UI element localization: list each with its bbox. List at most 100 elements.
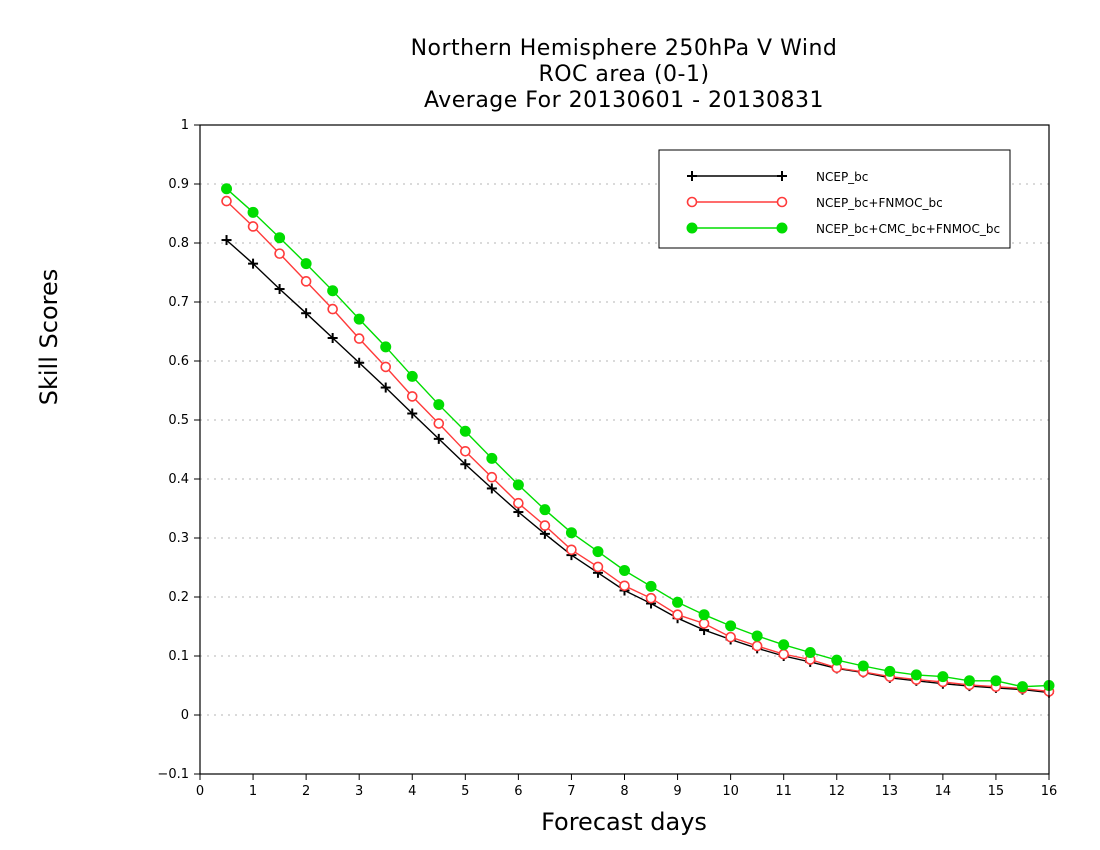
x-tick-label: 14 xyxy=(935,784,952,799)
data-point xyxy=(672,596,684,608)
data-point xyxy=(221,235,232,246)
y-tick-label: 0.8 xyxy=(168,236,189,251)
series-2 xyxy=(221,195,1055,697)
legend-entry: NCEP_bc+FNMOC_bc xyxy=(686,196,943,210)
data-point xyxy=(248,258,259,269)
data-point xyxy=(354,357,365,368)
data-point xyxy=(778,639,790,651)
data-point xyxy=(274,284,285,295)
series-3 xyxy=(221,183,1055,693)
data-point xyxy=(513,507,524,518)
data-point xyxy=(687,171,697,181)
data-point xyxy=(1016,681,1028,693)
data-point xyxy=(221,195,232,207)
data-point xyxy=(433,418,445,429)
data-point xyxy=(592,561,604,573)
data-point xyxy=(698,609,710,621)
data-point xyxy=(274,232,286,244)
x-tick-label: 15 xyxy=(988,784,1005,799)
data-point xyxy=(619,580,630,592)
x-tick-label: 13 xyxy=(882,784,899,799)
y-tick-label: 0.6 xyxy=(168,354,189,369)
data-point xyxy=(300,258,312,270)
data-point xyxy=(433,399,445,411)
data-point xyxy=(831,654,843,666)
data-point xyxy=(776,196,788,208)
data-point xyxy=(300,276,312,287)
data-point xyxy=(910,669,922,681)
data-point xyxy=(486,471,498,483)
legend-entry: NCEP_bc+CMC_bc+FNMOC_bc xyxy=(686,222,1000,236)
x-tick-label: 0 xyxy=(196,784,204,799)
data-point xyxy=(963,675,975,687)
data-point xyxy=(353,333,365,344)
data-point xyxy=(513,497,524,509)
data-point xyxy=(380,382,391,393)
x-tick-label: 4 xyxy=(408,784,416,799)
x-tick-label: 11 xyxy=(775,784,792,799)
data-point xyxy=(221,183,233,195)
data-point xyxy=(406,391,418,402)
legend-label: NCEP_bc+FNMOC_bc xyxy=(816,196,943,210)
data-point xyxy=(778,648,789,660)
data-point xyxy=(857,660,869,672)
data-point xyxy=(592,546,604,558)
x-tick-label: 1 xyxy=(249,784,257,799)
data-point xyxy=(247,221,259,232)
chart-title-line-1: Northern Hemisphere 250hPa V Wind xyxy=(410,36,838,61)
data-point xyxy=(725,631,736,643)
x-tick-label: 8 xyxy=(620,784,628,799)
data-point xyxy=(486,483,497,494)
legend-label: NCEP_bc xyxy=(816,170,868,184)
data-point xyxy=(433,433,444,444)
x-tick-label: 9 xyxy=(673,784,681,799)
data-point xyxy=(327,303,338,315)
data-point xyxy=(380,341,392,353)
data-point xyxy=(698,618,710,629)
x-axis-title: Forecast days xyxy=(541,808,707,836)
y-axis-title: Skill Scores xyxy=(35,268,63,406)
x-tick-label: 3 xyxy=(355,784,363,799)
data-point xyxy=(751,640,763,652)
data-point xyxy=(486,452,498,464)
legend-entry: NCEP_bc xyxy=(687,170,868,184)
data-point xyxy=(645,580,657,592)
data-point xyxy=(804,646,816,658)
y-tick-label: 0.3 xyxy=(168,531,189,546)
data-point xyxy=(247,206,259,218)
data-point xyxy=(539,504,551,516)
data-point xyxy=(407,408,418,419)
x-tick-label: 6 xyxy=(514,784,522,799)
data-point xyxy=(565,527,577,539)
y-tick-label: 0.9 xyxy=(168,177,189,192)
x-tick-label: 16 xyxy=(1041,784,1058,799)
series-line xyxy=(226,200,1050,693)
data-point xyxy=(380,361,392,373)
legend-box xyxy=(658,149,1011,249)
data-point xyxy=(274,248,285,259)
y-tick-label: 1 xyxy=(181,118,189,133)
data-point xyxy=(686,196,698,208)
data-point xyxy=(725,620,737,632)
data-point xyxy=(884,665,896,677)
data-point xyxy=(406,370,418,382)
series-line xyxy=(226,239,1050,694)
data-point xyxy=(327,332,338,343)
data-point xyxy=(777,171,787,181)
data-point xyxy=(776,222,788,234)
data-point xyxy=(672,609,683,621)
y-tick-label: 0.1 xyxy=(168,649,189,664)
y-tick-label: 0 xyxy=(181,708,189,723)
x-tick-label: 2 xyxy=(302,784,310,799)
data-point xyxy=(990,675,1002,687)
data-point xyxy=(353,313,365,325)
y-tick-label: 0.7 xyxy=(168,295,189,310)
data-point xyxy=(539,520,551,531)
data-point xyxy=(645,592,657,604)
x-tick-label: 12 xyxy=(828,784,845,799)
series-line xyxy=(226,188,1050,688)
chart-title-line-3: Average For 20130601 - 20130831 xyxy=(423,88,825,113)
data-point xyxy=(686,222,698,234)
